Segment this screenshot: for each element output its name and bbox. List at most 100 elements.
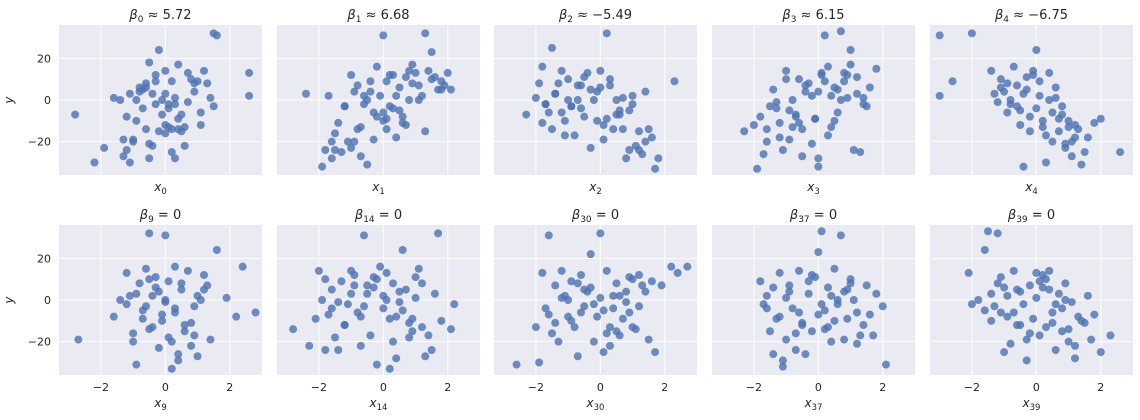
data-point bbox=[609, 291, 618, 300]
data-point bbox=[177, 285, 186, 294]
data-point bbox=[580, 73, 589, 82]
data-point bbox=[135, 279, 144, 288]
data-point bbox=[447, 85, 455, 94]
data-point bbox=[398, 112, 407, 121]
data-point bbox=[424, 331, 433, 340]
data-point bbox=[865, 83, 874, 92]
data-point bbox=[418, 323, 426, 332]
data-point bbox=[145, 229, 154, 238]
data-point bbox=[116, 296, 125, 304]
data-point bbox=[1067, 152, 1076, 161]
data-point bbox=[324, 310, 333, 319]
panel-title: β4 ≈ −6.75 bbox=[994, 8, 1068, 25]
data-point bbox=[817, 300, 826, 309]
data-point bbox=[408, 60, 417, 69]
data-point bbox=[593, 312, 602, 321]
data-point bbox=[222, 293, 231, 302]
data-point bbox=[154, 343, 163, 352]
data-point bbox=[1090, 310, 1099, 319]
data-point bbox=[350, 87, 359, 96]
data-point bbox=[379, 304, 388, 313]
data-point bbox=[1025, 127, 1034, 136]
data-point bbox=[1061, 296, 1070, 304]
data-point bbox=[531, 323, 540, 332]
data-point bbox=[129, 337, 138, 346]
data-point bbox=[772, 104, 781, 113]
data-point bbox=[138, 104, 147, 113]
data-point bbox=[635, 271, 643, 279]
data-point bbox=[775, 133, 784, 142]
data-point bbox=[651, 164, 660, 173]
data-point bbox=[840, 287, 849, 296]
data-point bbox=[1067, 298, 1076, 307]
data-point bbox=[862, 281, 871, 290]
data-point bbox=[418, 279, 426, 288]
data-point bbox=[109, 312, 118, 321]
data-point bbox=[1042, 158, 1050, 167]
data-point bbox=[782, 66, 791, 75]
data-point bbox=[427, 48, 436, 57]
data-point bbox=[830, 264, 839, 273]
data-point bbox=[122, 300, 131, 309]
data-point bbox=[791, 110, 800, 119]
data-point bbox=[200, 271, 208, 279]
data-point bbox=[408, 79, 417, 88]
data-point bbox=[622, 287, 631, 296]
data-point bbox=[372, 112, 381, 121]
x-axis-label: x39 bbox=[1022, 396, 1041, 413]
data-point bbox=[90, 158, 99, 167]
data-point bbox=[836, 27, 845, 36]
data-point bbox=[635, 127, 643, 136]
data-point bbox=[1077, 160, 1086, 169]
data-point bbox=[778, 356, 787, 365]
data-point bbox=[586, 283, 595, 292]
data-point bbox=[363, 160, 372, 169]
data-point bbox=[785, 106, 794, 115]
data-point bbox=[657, 281, 666, 290]
data-point bbox=[180, 141, 189, 150]
data-point bbox=[437, 85, 446, 94]
data-point bbox=[820, 31, 829, 40]
data-point bbox=[1016, 287, 1025, 296]
panel-title: β2 ≈ −5.49 bbox=[558, 8, 632, 25]
data-point bbox=[331, 129, 339, 138]
data-point bbox=[589, 300, 598, 309]
data-point bbox=[1045, 96, 1054, 104]
data-point bbox=[612, 110, 621, 119]
data-point bbox=[138, 306, 147, 315]
data-point bbox=[644, 335, 653, 344]
data-point bbox=[151, 283, 160, 292]
data-point bbox=[618, 125, 627, 134]
x-axis-label: x14 bbox=[369, 396, 388, 413]
data-point bbox=[151, 71, 160, 79]
data-point bbox=[827, 91, 836, 100]
data-point bbox=[1077, 316, 1086, 325]
data-point bbox=[321, 275, 330, 284]
data-point bbox=[833, 85, 842, 94]
data-point bbox=[762, 125, 771, 134]
data-point bbox=[573, 81, 582, 90]
data-point bbox=[635, 302, 643, 311]
data-point bbox=[1022, 335, 1031, 344]
data-point bbox=[609, 125, 618, 134]
data-point bbox=[753, 164, 762, 173]
data-point bbox=[602, 329, 611, 338]
data-point bbox=[769, 350, 778, 359]
x-axis-label: x30 bbox=[586, 396, 605, 413]
x-tick-label: −2 bbox=[528, 381, 544, 394]
data-point bbox=[174, 60, 183, 69]
data-point bbox=[1064, 325, 1073, 334]
data-point bbox=[538, 118, 547, 127]
data-point bbox=[331, 333, 339, 342]
data-point bbox=[421, 127, 430, 136]
scatter-panel: −2 0 2 β37 = 0 x37 bbox=[712, 208, 915, 413]
data-point bbox=[382, 114, 391, 123]
data-point bbox=[356, 123, 365, 132]
data-point bbox=[1006, 339, 1015, 348]
data-point bbox=[1058, 110, 1067, 119]
data-point bbox=[683, 262, 692, 271]
data-point bbox=[366, 331, 375, 340]
data-point bbox=[1042, 323, 1050, 332]
